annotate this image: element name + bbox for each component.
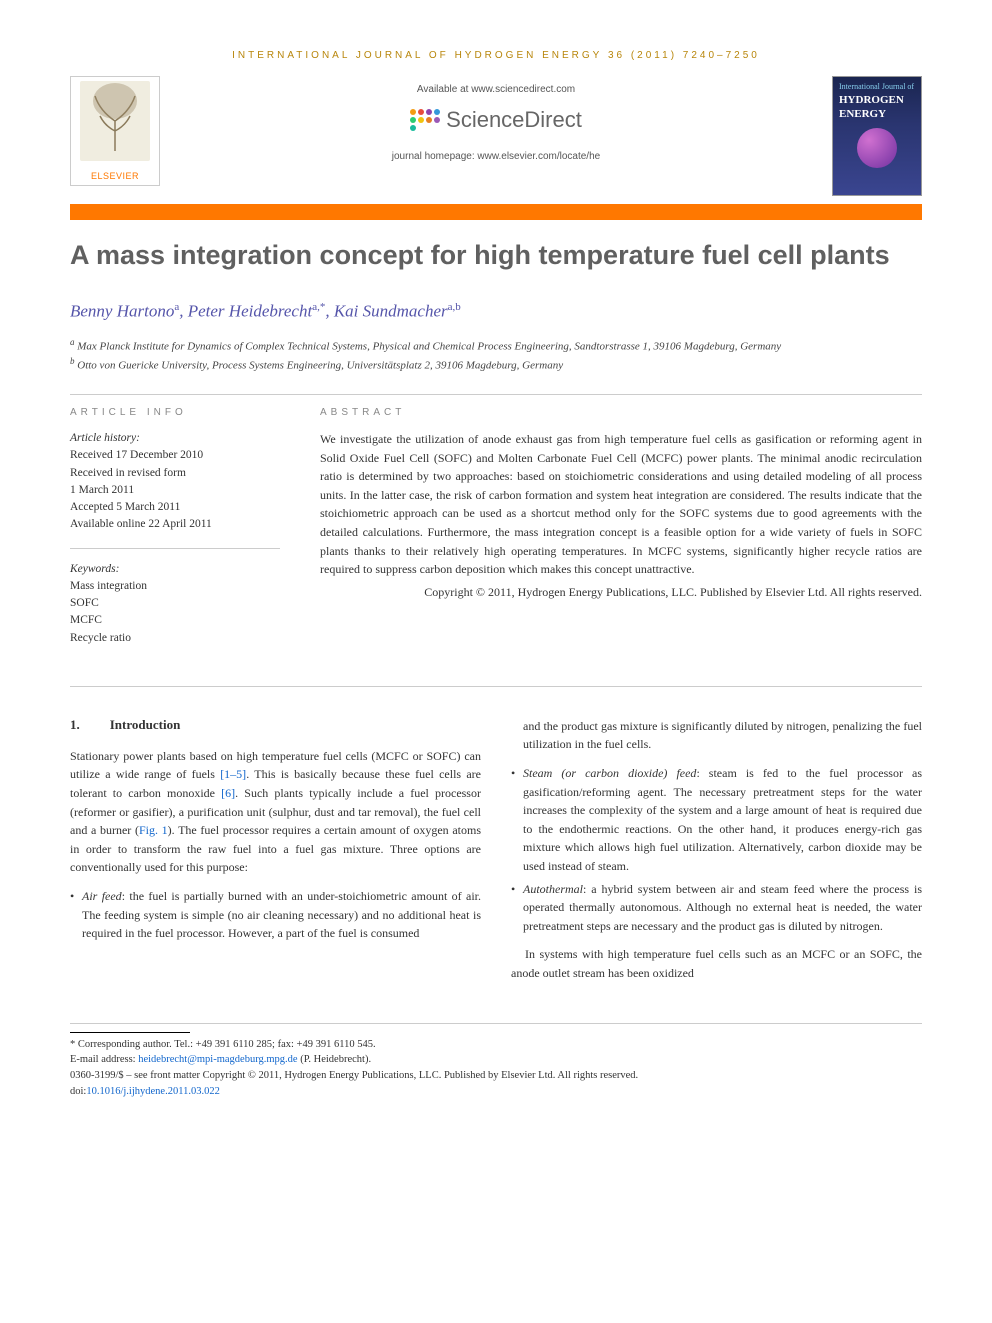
affiliation-a: a Max Planck Institute for Dynamics of C… [70,336,922,355]
accent-bar [70,204,922,220]
bullet-list-left: Air feed: the fuel is partially burned w… [70,887,481,943]
info-abstract-row: ARTICLE INFO Article history: Received 1… [70,407,922,661]
abstract-column: ABSTRACT We investigate the utilization … [320,407,922,661]
front-matter-line: 0360-3199/$ – see front matter Copyright… [70,1068,922,1084]
section-number: 1. [70,717,80,733]
author-3[interactable]: Kai Sundmacher [334,302,448,321]
keyword-3: MCFC [70,614,102,626]
email-line: E-mail address: heidebrecht@mpi-magdebur… [70,1052,922,1068]
email-link[interactable]: heidebrecht@mpi-magdeburg.mpg.de [138,1054,297,1065]
sd-dots-icon [410,109,440,131]
author-1[interactable]: Benny Hartono [70,302,174,321]
received-date: Received 17 December 2010 [70,449,203,461]
keyword-2: SOFC [70,597,99,609]
cover-orb-graphic [857,128,897,168]
bullet-list-right: Steam (or carbon dioxide) feed: steam is… [511,764,922,935]
footnote-rule [70,1032,190,1033]
author-2-sup: a,* [312,301,325,313]
divider [70,394,922,395]
doi-label: doi: [70,1086,86,1097]
article-info-heading: ARTICLE INFO [70,407,280,418]
elsevier-text: ELSEVIER [91,171,139,181]
keyword-4: Recycle ratio [70,632,131,644]
ref-link-1[interactable]: [1–5] [220,767,246,781]
bullet-air-feed: Air feed: the fuel is partially burned w… [70,887,481,943]
abstract-text: We investigate the utilization of anode … [320,430,922,579]
author-2[interactable]: Peter Heidebrecht [188,302,312,321]
intro-paragraph-1: Stationary power plants based on high te… [70,747,481,877]
bullet3-text: : a hybrid system between air and steam … [523,882,922,933]
section-title: Introduction [110,717,181,733]
corresponding-author: * Corresponding author. Tel.: +49 391 61… [70,1037,922,1053]
bullet2-label: Steam (or carbon dioxide) feed [523,766,696,780]
doi-link[interactable]: 10.1016/j.ijhydene.2011.03.022 [86,1086,219,1097]
affiliation-a-text: Max Planck Institute for Dynamics of Com… [77,340,781,352]
branding-row: ELSEVIER Available at www.sciencedirect.… [70,76,922,196]
email-label: E-mail address: [70,1054,138,1065]
affiliations: a Max Planck Institute for Dynamics of C… [70,336,922,374]
elsevier-logo: ELSEVIER [70,76,160,186]
bullet3-label: Autothermal [523,882,583,896]
col2-continuation: and the product gas mixture is significa… [511,717,922,754]
history-label: Article history: [70,432,140,444]
fig-link-1[interactable]: Fig. 1 [139,823,168,837]
keywords-block: Keywords: Mass integration SOFC MCFC Rec… [70,561,280,647]
sd-brand-text: ScienceDirect [446,107,582,133]
revised-date: 1 March 2011 [70,484,134,496]
keywords-label: Keywords: [70,563,119,575]
elsevier-tree-icon [80,81,150,161]
author-list: Benny Hartonoa, Peter Heidebrechta,*, Ka… [70,301,922,322]
section-1-heading: 1. Introduction [70,717,481,733]
body-columns: 1. Introduction Stationary power plants … [70,717,922,993]
abstract-heading: ABSTRACT [320,407,922,418]
article-history: Article history: Received 17 December 20… [70,430,280,534]
journal-cover-thumbnail[interactable]: International Journal of HYDROGEN ENERGY [832,76,922,196]
bullet1-label: Air feed [82,889,122,903]
author-1-sup: a [174,301,179,313]
available-at: Available at www.sciencedirect.com [175,84,817,95]
bullet1-text: : the fuel is partially burned with an u… [82,889,481,940]
affiliation-b: b Otto von Guericke University, Process … [70,355,922,374]
keyword-1: Mass integration [70,580,147,592]
bullet2-text: : steam is fed to the fuel processor as … [523,766,922,873]
journal-homepage: journal homepage: www.elsevier.com/locat… [175,151,817,162]
body-column-left: 1. Introduction Stationary power plants … [70,717,481,993]
center-branding: Available at www.sciencedirect.com Scien… [175,76,817,162]
abstract-copyright: Copyright © 2011, Hydrogen Energy Public… [320,583,922,601]
affiliation-b-text: Otto von Guericke University, Process Sy… [77,360,563,372]
sciencedirect-logo[interactable]: ScienceDirect [175,107,817,133]
accepted-date: Accepted 5 March 2011 [70,501,180,513]
email-suffix: (P. Heidebrecht). [298,1054,371,1065]
ref-link-2[interactable]: [6] [221,786,235,800]
page-footer: * Corresponding author. Tel.: +49 391 61… [70,1023,922,1100]
cover-supertitle: International Journal of [839,83,915,92]
cover-title-1: HYDROGEN [839,94,915,106]
article-info-column: ARTICLE INFO Article history: Received 1… [70,407,280,661]
bullet-autothermal: Autothermal: a hybrid system between air… [511,880,922,936]
doi-line: doi:10.1016/j.ijhydene.2011.03.022 [70,1084,922,1100]
divider-2 [70,686,922,687]
journal-reference: INTERNATIONAL JOURNAL OF HYDROGEN ENERGY… [70,50,922,61]
bullet-steam-feed: Steam (or carbon dioxide) feed: steam is… [511,764,922,876]
intro-paragraph-2: In systems with high temperature fuel ce… [511,945,922,982]
revised-label: Received in revised form [70,467,186,479]
author-3-sup: a,b [448,301,461,313]
info-divider [70,548,280,549]
article-title: A mass integration concept for high temp… [70,238,922,273]
body-column-right: and the product gas mixture is significa… [511,717,922,993]
online-date: Available online 22 April 2011 [70,518,212,530]
cover-title-2: ENERGY [839,108,915,120]
page-container: INTERNATIONAL JOURNAL OF HYDROGEN ENERGY… [0,0,992,1140]
